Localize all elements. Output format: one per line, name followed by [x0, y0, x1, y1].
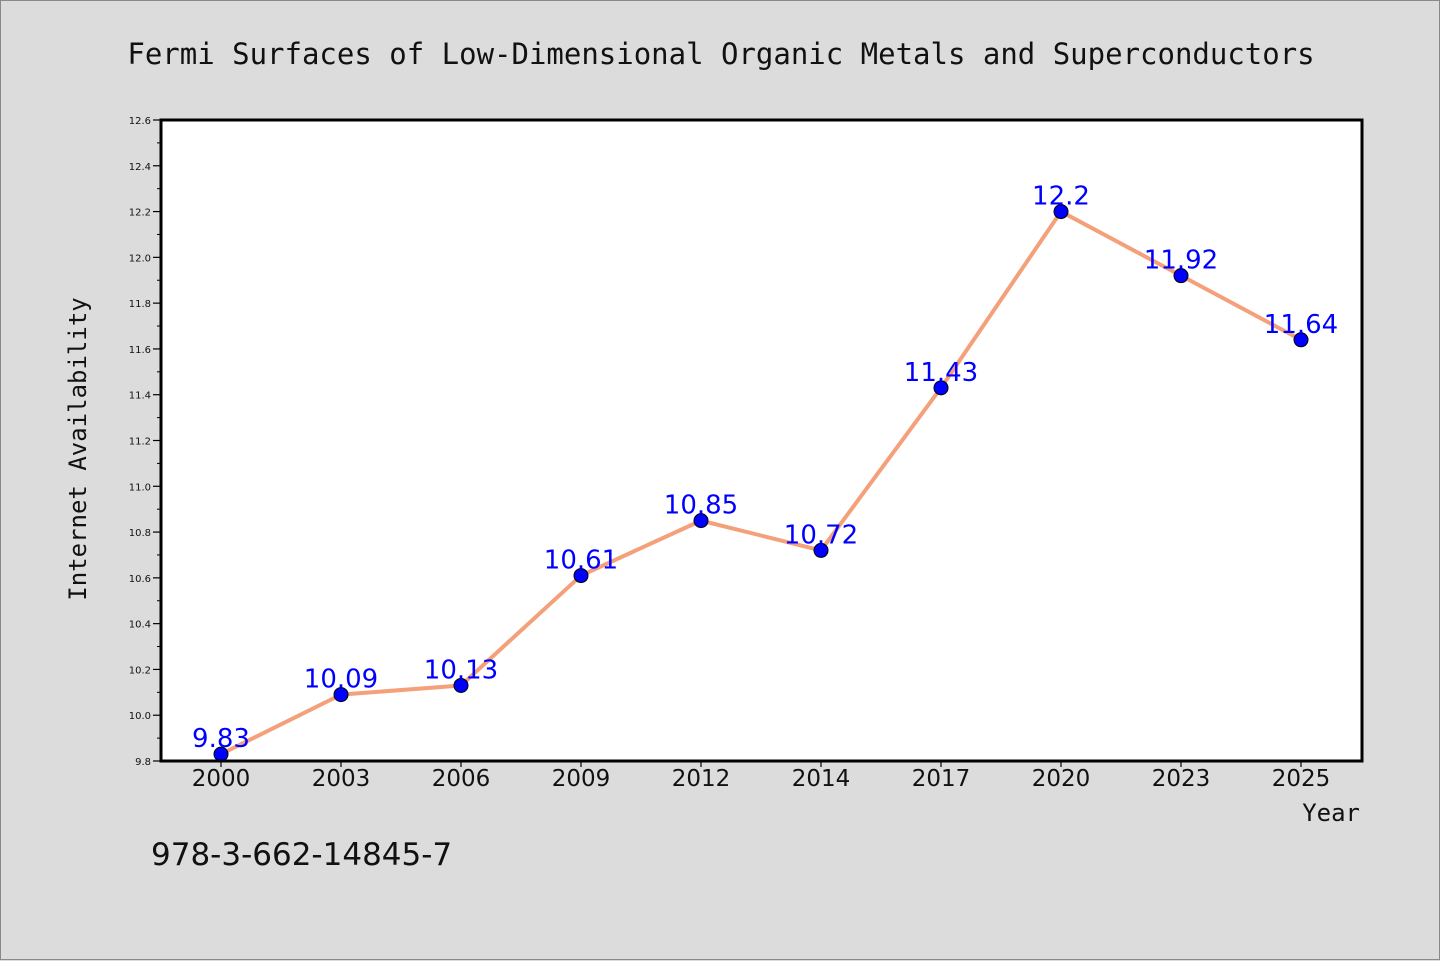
series-line [220, 209, 1302, 756]
data-point-label: 10.85 [664, 491, 738, 521]
data-point-label: 11.92 [1144, 246, 1218, 276]
x-tick-label: 2017 [912, 766, 971, 792]
y-tick-label: 10.0 [129, 711, 151, 722]
data-point [1053, 204, 1069, 220]
plot-border [159, 118, 1364, 763]
y-tick-label: 10.6 [129, 574, 151, 585]
data-point-label: 9.83 [192, 724, 250, 754]
data-point [933, 380, 949, 396]
y-tick-label: 12.4 [129, 162, 151, 173]
y-tick-label: 12.6 [129, 116, 151, 127]
y-tick-label: 11.2 [129, 437, 151, 448]
data-point-label: 12.2 [1032, 182, 1090, 212]
x-tick-label: 2009 [552, 766, 611, 792]
x-axis: 2000 2003 2006 2009 2012 2014 2017 2020 2023 2025 [192, 761, 1331, 792]
data-point-label: 11.64 [1264, 310, 1338, 340]
data-point [453, 677, 469, 693]
data-point [1173, 268, 1189, 284]
y-tick-label: 12.0 [129, 253, 151, 264]
footer-isbn: 978-3-662-14845-7 [151, 837, 452, 873]
data-point [813, 542, 829, 558]
x-tick-label: 2003 [312, 766, 371, 792]
y-tick-label: 11.0 [129, 482, 151, 493]
y-tick-label: 10.8 [129, 528, 151, 539]
y-tick-label: 11.8 [129, 299, 151, 310]
x-tick-label: 2025 [1272, 766, 1331, 792]
data-point-label: 10.13 [424, 655, 498, 685]
data-point [693, 513, 709, 529]
x-tick-label: 2014 [792, 766, 851, 792]
y-tick-label: 9.8 [135, 757, 151, 768]
data-labels: 9.83 10.09 10.13 10.61 10.85 10.72 11.43 12.2 11… [192, 182, 1338, 755]
y-tick-label: 10.4 [129, 620, 151, 631]
x-axis-label: Year [1302, 799, 1360, 827]
data-point-label: 10.61 [544, 546, 618, 576]
x-tick-label: 2000 [192, 766, 251, 792]
y-tick-label: 11.6 [129, 345, 151, 356]
y-axis: 9.8 10.0 10.2 10.4 10.6 10.8 11.0 11.2 11.4 11.6 1… [129, 116, 161, 768]
y-axis-label: Internet Availability [64, 297, 92, 600]
y-tick-label: 10.2 [129, 665, 151, 676]
series-markers [213, 204, 1309, 762]
x-tick-label: 2023 [1152, 766, 1211, 792]
x-tick-label: 2006 [432, 766, 491, 792]
y-tick-label: 11.4 [129, 391, 151, 402]
chart-title: Fermi Surfaces of Low-Dimensional Organi… [127, 37, 1314, 71]
data-point [333, 687, 349, 703]
data-point-label: 10.09 [304, 665, 378, 695]
x-tick-label: 2020 [1032, 766, 1091, 792]
data-point-label: 10.72 [784, 520, 858, 550]
plot-area [161, 120, 1362, 761]
x-tick-label: 2012 [672, 766, 731, 792]
data-point [1293, 332, 1309, 348]
y-tick-label: 12.2 [129, 208, 151, 219]
data-point [573, 568, 589, 584]
data-point-label: 11.43 [904, 358, 978, 388]
